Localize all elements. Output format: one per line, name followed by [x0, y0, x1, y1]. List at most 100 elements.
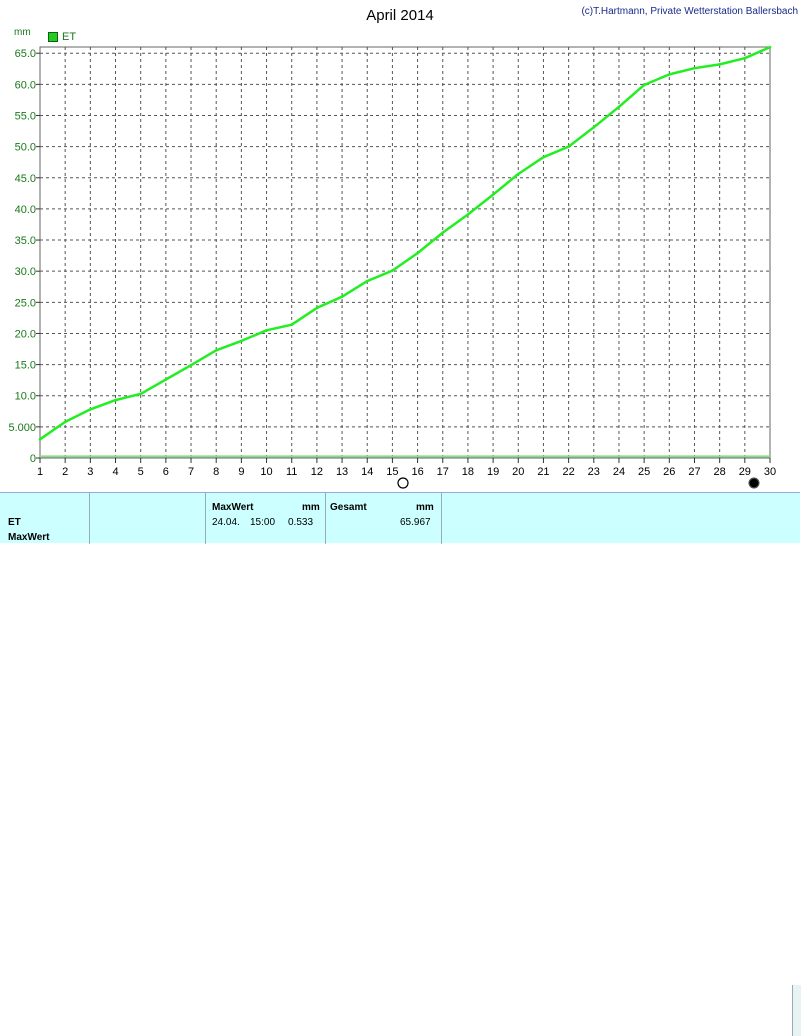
y-tick-label: 25.0	[15, 297, 36, 309]
y-axis: 0 5.000 10.0 15.0 20.0 25.0 30.0 35.0 40.0 45.0 50…	[8, 48, 40, 465]
series-layer	[38, 45, 772, 458]
maxwert-value: 0.533	[288, 517, 314, 528]
x-tick-label: 30	[764, 466, 776, 478]
series-et-point	[466, 213, 470, 216]
y-tick-label: 30.0	[15, 266, 36, 278]
x-tick-label: 9	[238, 466, 244, 478]
series-et-point	[491, 193, 495, 196]
maxwert-time: 15:00	[250, 517, 276, 528]
x-tick-label: 29	[739, 466, 751, 478]
x-tick-label: 15	[386, 466, 398, 478]
row-label-et: ET	[8, 517, 21, 528]
y-tick-label: 60.0	[15, 79, 36, 91]
maxwert-unit: mm	[302, 502, 320, 513]
x-tick-label: 22	[562, 466, 574, 478]
x-tick-label: 17	[437, 466, 449, 478]
empty-cell	[90, 493, 206, 544]
series-et-point	[516, 172, 520, 176]
x-tick-label: 8	[213, 466, 219, 478]
gesamt-cell: Gesamt mm 65.967	[326, 493, 442, 544]
y-tick-label: 55.0	[15, 111, 36, 123]
series-et-point	[114, 398, 117, 402]
table-scrollbar[interactable]	[792, 985, 801, 1036]
y-tick-label: 65.0	[15, 48, 36, 60]
series-et-point	[315, 306, 319, 310]
series-et-point	[290, 323, 294, 327]
x-tick-label: 10	[260, 466, 272, 478]
y-tick-label: 40.0	[15, 204, 36, 216]
x-tick-label: 21	[537, 466, 549, 478]
y-tick-label: 20.0	[15, 328, 36, 340]
marker-filled-circle	[749, 478, 759, 488]
x-tick-label: 1	[37, 466, 43, 478]
y-tick-label: 35.0	[15, 235, 36, 247]
series-et-point	[89, 408, 92, 411]
series-et-point	[139, 392, 142, 396]
y-tick-label: 50.0	[15, 142, 36, 154]
series-et-point	[668, 73, 671, 76]
series-et-point	[592, 126, 596, 129]
x-tick-label: 13	[336, 466, 348, 478]
series-et-point	[693, 66, 696, 70]
x-tick-label: 14	[361, 466, 373, 478]
x-tick-label: 25	[638, 466, 650, 478]
x-tick-label: 28	[714, 466, 726, 478]
plot-frame	[39, 46, 771, 459]
x-tick-label: 16	[411, 466, 423, 478]
series-et-point	[365, 279, 369, 283]
grid	[40, 47, 770, 458]
x-tick-label: 20	[512, 466, 524, 478]
y-tick-label: 15.0	[15, 360, 36, 372]
legend[interactable]: ET	[48, 31, 76, 43]
gesamt-unit: mm	[416, 502, 434, 513]
series-et-line	[39, 46, 771, 441]
series-et-point	[265, 329, 268, 332]
series-et-point	[642, 83, 646, 87]
chart-title: April 2014	[366, 7, 434, 24]
series-et-point	[617, 105, 621, 109]
series-et-point	[214, 348, 218, 352]
series-et-point	[743, 56, 747, 60]
maxwert-cell: MaxWert mm 24.04. 15:00 0.533	[206, 493, 326, 544]
series-et-point	[416, 251, 419, 255]
series-et-point	[542, 155, 545, 159]
gesamt-value: 65.967	[400, 517, 431, 528]
series-et-point	[441, 231, 445, 234]
maxwert-date: 24.04.	[212, 517, 240, 528]
y-tick-label: 5.000	[8, 422, 36, 434]
x-axis: 1 2 3 4 5 6 7 8 9 10 11 12 13 14 15 16 17 18 19 20 21 22 23 24 2…	[37, 458, 776, 478]
series-et-point	[391, 269, 394, 272]
legend-swatch	[48, 32, 58, 42]
gesamt-header: Gesamt	[330, 502, 367, 513]
x-tick-label: 18	[462, 466, 474, 478]
legend-label: ET	[62, 31, 77, 43]
x-tick-label: 24	[613, 466, 625, 478]
x-tick-label: 3	[87, 466, 93, 478]
x-tick-label: 4	[112, 466, 118, 478]
marker-open-circle	[397, 477, 409, 489]
x-tick-label: 19	[487, 466, 499, 478]
x-tick-label: 27	[688, 466, 700, 478]
x-tick-label: 12	[311, 466, 323, 478]
x-tick-label: 5	[138, 466, 144, 478]
y-tick-label: 0	[30, 453, 36, 465]
series-et-point	[63, 420, 67, 424]
x-tick-label: 26	[663, 466, 675, 478]
series-et-point	[718, 63, 721, 66]
series-et-point	[189, 363, 193, 367]
x-tick-label: 23	[588, 466, 600, 478]
row-label-cell: ET MaxWert	[0, 493, 90, 544]
series-et-point	[340, 295, 344, 299]
summary-table: ET MaxWert MaxWert mm 24.04. 15:00 0.533…	[0, 492, 801, 1036]
chart-area: 0 5.000 10.0 15.0 20.0 25.0 30.0 35.0 40.0 45.0 50…	[8, 45, 776, 489]
row-label-maxwert: MaxWert	[8, 532, 50, 543]
series-et-point	[768, 45, 772, 49]
series-et-point	[567, 145, 570, 148]
y-unit-label: mm	[14, 27, 31, 38]
series-et-point	[38, 438, 42, 441]
series-et-point	[164, 378, 168, 381]
marker-filled-circle-ring	[748, 477, 760, 489]
x-tick-label: 7	[188, 466, 194, 478]
series-et-point	[240, 339, 243, 343]
y-tick-label: 45.0	[15, 173, 36, 185]
